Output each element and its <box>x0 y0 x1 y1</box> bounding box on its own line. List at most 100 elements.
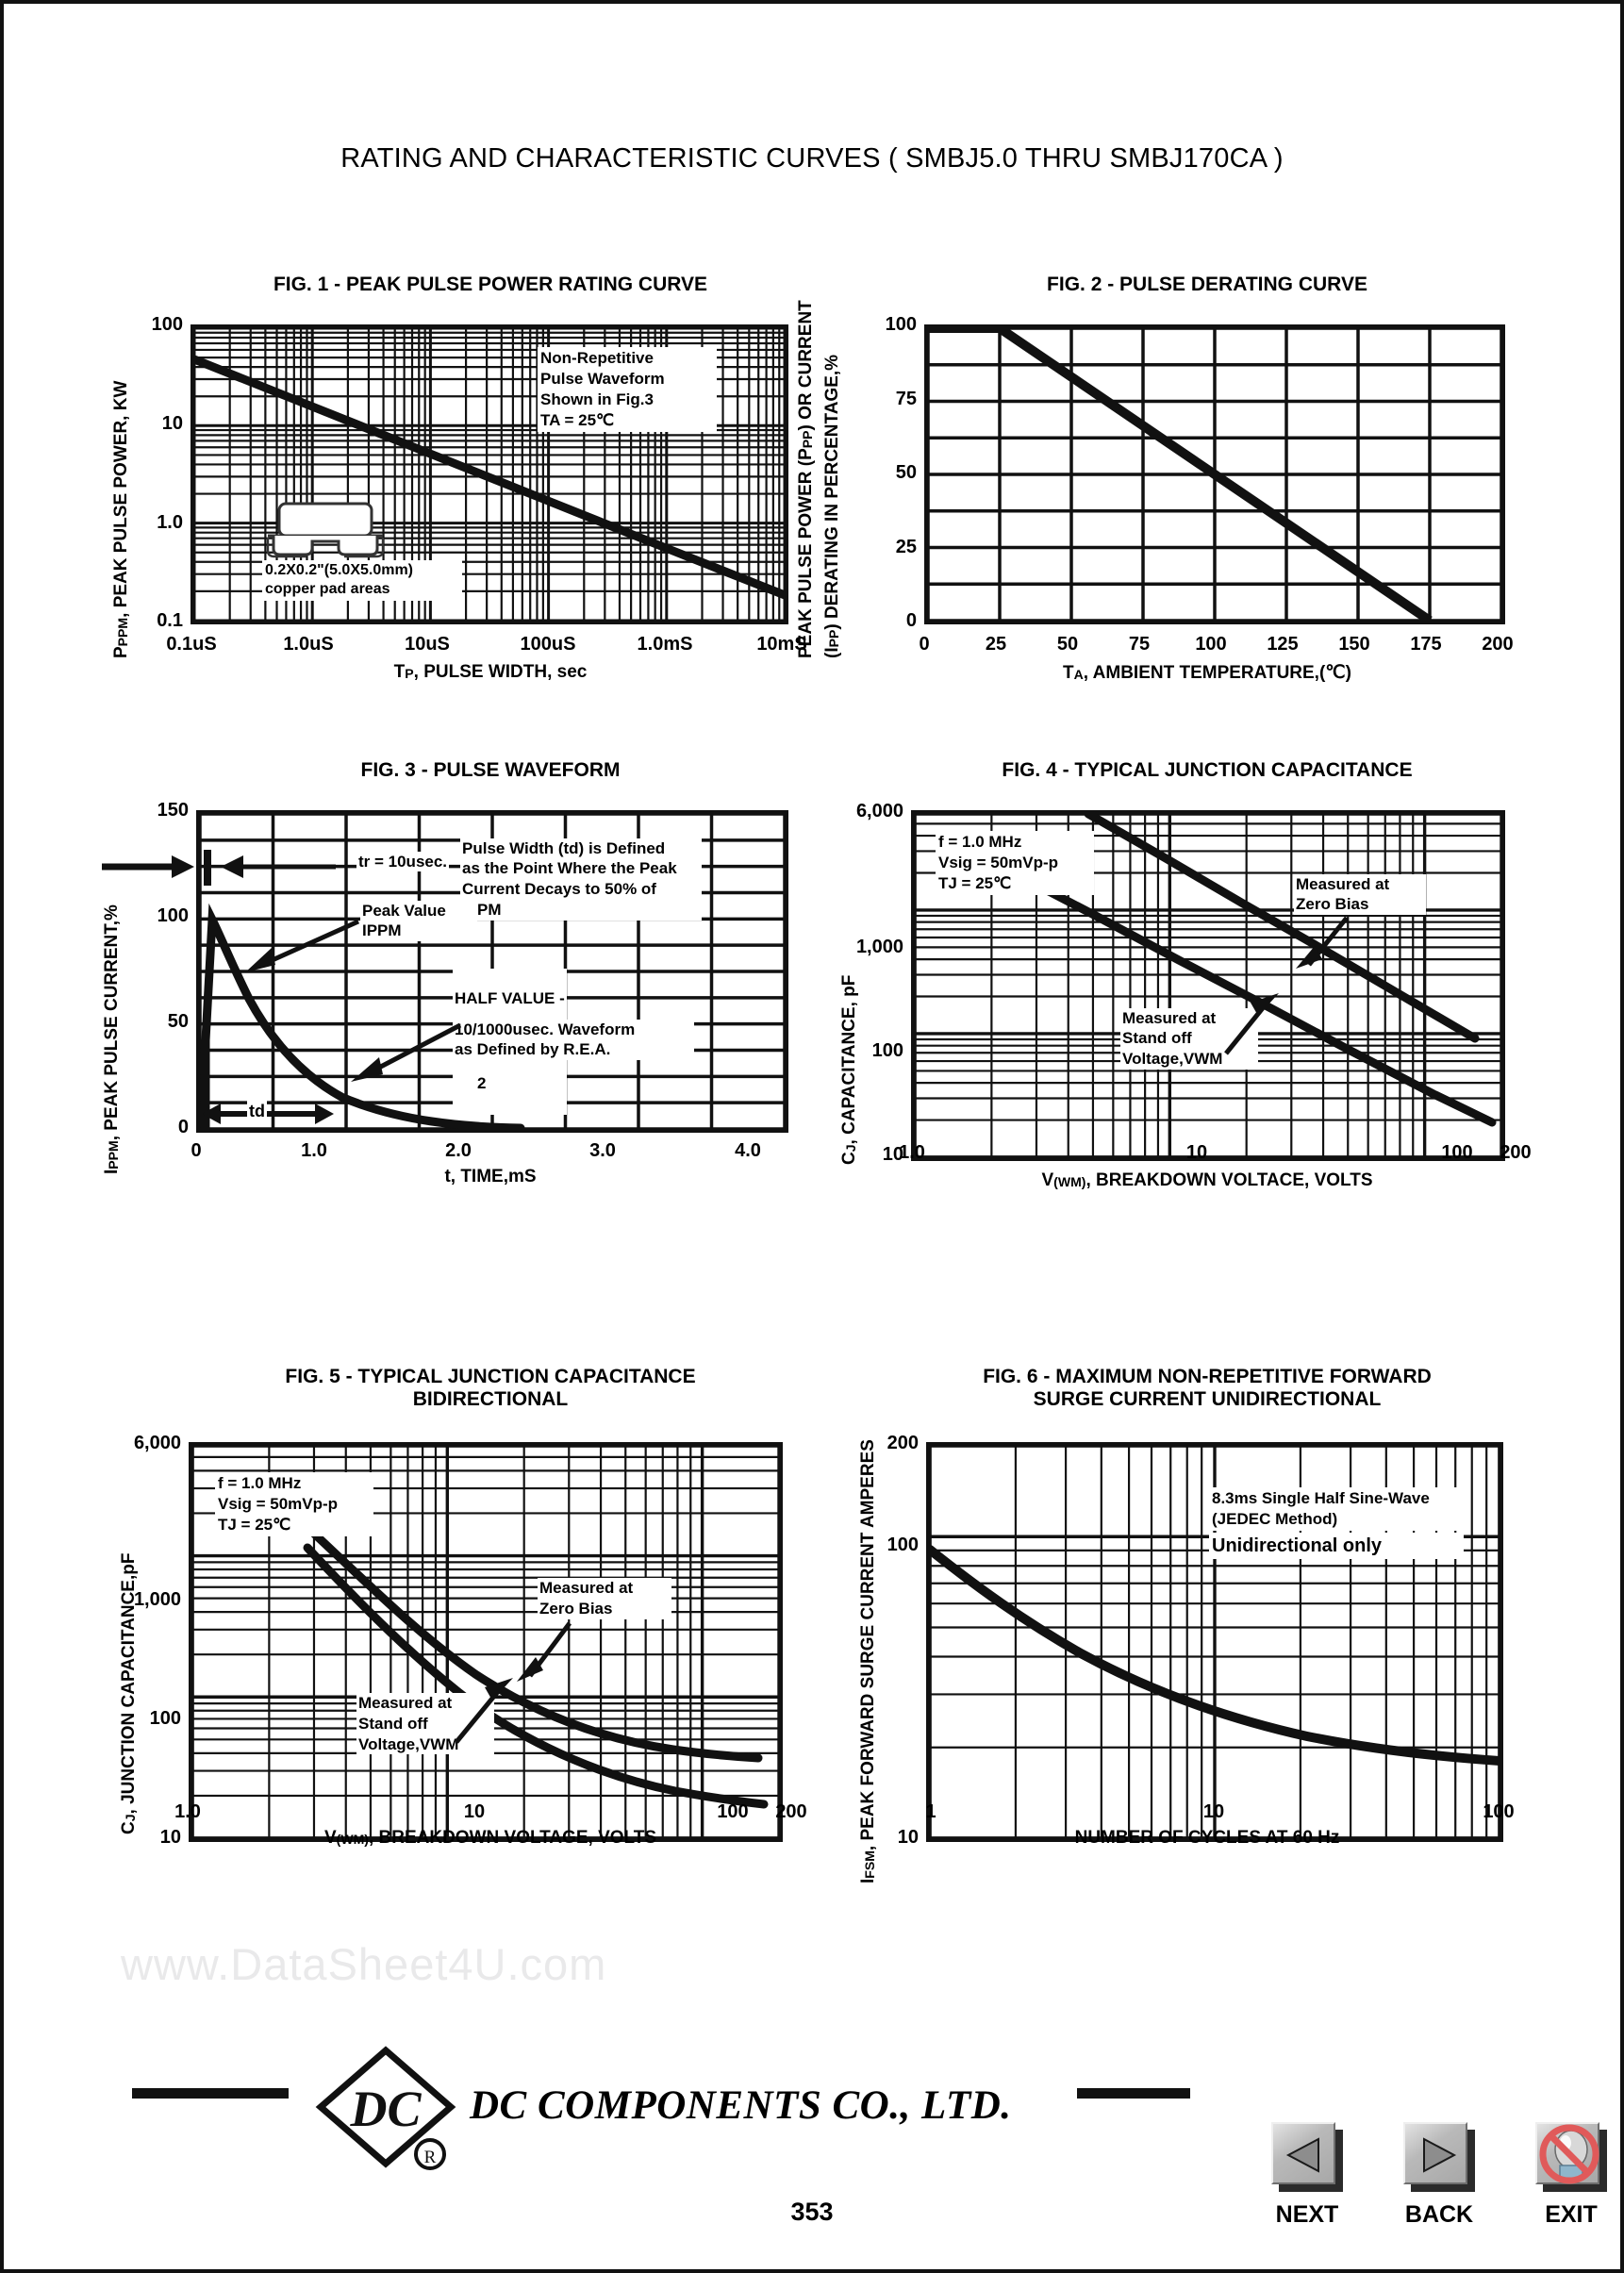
figure-3-ytick-2: 50 <box>167 1010 189 1032</box>
figure-3-annotation-peak: Peak Value IPPM <box>360 900 477 942</box>
figure-3-curve <box>201 903 525 1129</box>
figure-5-zero-bias-arrow <box>517 1621 572 1683</box>
figure-2-title: FIG. 2 - PULSE DERATING CURVE <box>1047 274 1367 295</box>
figure-1-ytick-1: 10 <box>161 412 183 434</box>
figure-2-ytick-2: 50 <box>895 461 917 483</box>
figure-6-curve <box>930 1545 1500 1767</box>
figure-5-ytick-3: 10 <box>159 1827 181 1849</box>
figure-6-xtick-2: 100 <box>1483 1801 1515 1822</box>
figure-3-x-axis-label: t, TIME,mS <box>444 1167 537 1186</box>
figure-5-curve-standoff <box>303 1543 769 1809</box>
exit-button-face[interactable] <box>1535 2122 1599 2184</box>
figure-1: FIG. 1 - PEAK PULSE POWER RATING CURVE P… <box>111 274 820 682</box>
company-logo: DC R <box>315 2046 456 2170</box>
figure-5-conditions: f = 1.0 MHz Vsig = 50mVp-p TJ = 25℃ <box>215 1472 373 1537</box>
figure-3-ytick-1: 100 <box>157 904 189 926</box>
footer-rule-right <box>1077 2088 1190 2099</box>
figure-2-ytick-3: 25 <box>895 536 917 557</box>
watermark: www.DataSheet4U.com <box>121 1939 607 1989</box>
footer-rule-left <box>132 2088 289 2099</box>
figure-4: FIG. 4 - TYPICAL JUNCTION CAPACITANCE CJ… <box>839 759 1537 1190</box>
figure-5-xtick-2: 100 <box>717 1801 749 1822</box>
company-name: DC COMPONENTS CO., LTD. <box>470 2083 1012 2128</box>
figure-3-annotation-waveform: 10/1000usec. Waveform as Defined by R.E.… <box>453 1019 694 1061</box>
figure-4-x-axis-label: V(WM), BREAKDOWN VOLTACE, VOLTS <box>1041 1170 1373 1190</box>
figure-1-xtick-1: 1.0uS <box>283 634 334 655</box>
figure-3-xtick-3: 3.0 <box>589 1140 616 1161</box>
figure-2-xtick-2: 50 <box>1056 634 1079 655</box>
figure-4-title: FIG. 4 - TYPICAL JUNCTION CAPACITANCE <box>1002 759 1413 781</box>
figure-4-y-axis-label: CJ, CAPACITANCE, pF <box>839 974 859 1165</box>
figure-2-xtick-0: 0 <box>919 634 930 655</box>
figure-3-xtick-4: 4.0 <box>735 1140 761 1161</box>
figure-1-annotation-2: 0.2X0.2"(5.0X5.0mm) copper pad areas <box>262 559 462 602</box>
figure-4-xtick-2: 100 <box>1441 1142 1473 1163</box>
figure-3-peak-arrow <box>245 919 360 972</box>
figure-6-ytick-0: 200 <box>887 1433 919 1454</box>
arrow-left-icon <box>1285 2137 1319 2173</box>
figure-1-xtick-0: 0.1uS <box>166 634 217 655</box>
figure-3-xtick-1: 1.0 <box>301 1140 327 1161</box>
figure-4-xtick-1: 10 <box>1185 1142 1208 1163</box>
figure-2-xtick-8: 200 <box>1482 634 1514 655</box>
back-button-face[interactable] <box>1403 2122 1467 2184</box>
figure-6-annotation-2: Unidirectional only <box>1209 1533 1464 1560</box>
page-title: RATING AND CHARACTERISTIC CURVES ( SMBJ5… <box>340 143 1284 174</box>
no-lightbulb-icon <box>1539 2124 1599 2184</box>
figure-4-conditions: f = 1.0 MHz Vsig = 50mVp-p TJ = 25℃ <box>936 830 1094 895</box>
figure-1-ytick-0: 100 <box>151 313 183 335</box>
footer: DC R DC COMPONENTS CO., LTD. NEXT BACK <box>0 2037 1624 2273</box>
page-border-left <box>0 0 4 2273</box>
figure-2-xtick-4: 100 <box>1195 634 1227 655</box>
figure-6-x-axis-label: NUMBER OF CYCLES AT 60 Hz <box>1074 1828 1340 1848</box>
figure-4-ytick-2: 100 <box>871 1039 903 1061</box>
figure-5-ytick-1: 1,000 <box>133 1589 181 1611</box>
figure-3-xtick-0: 0 <box>191 1140 202 1161</box>
figure-3-tr-marker <box>102 849 336 886</box>
figure-2-xtick-5: 125 <box>1267 634 1299 655</box>
figure-3-annotation-pulsewidth: Pulse Width (td) is Defined as the Point… <box>460 838 702 921</box>
figure-3-td-marker <box>202 1103 334 1124</box>
figure-6: FIG. 6 - MAXIMUM NON-REPETITIVE FORWARD … <box>858 1366 1537 1883</box>
figure-6-title: FIG. 6 - MAXIMUM NON-REPETITIVE FORWARD … <box>983 1366 1432 1410</box>
exit-button-label: EXIT <box>1545 2201 1598 2228</box>
figure-6-ytick-1: 100 <box>887 1535 919 1556</box>
next-button[interactable]: NEXT <box>1271 2122 1343 2228</box>
figure-5-xtick-0: 1.0 <box>174 1801 201 1822</box>
figure-3-annotation-td: td <box>247 1100 267 1122</box>
exit-button[interactable]: EXIT <box>1535 2122 1607 2228</box>
figure-6-y-axis-label: IFSM, PEAK FORWARD SURGE CURRENT AMPERES <box>858 1439 878 1884</box>
figure-5-ytick-0: 6,000 <box>133 1433 181 1454</box>
next-button-label: NEXT <box>1275 2201 1339 2228</box>
back-button-label: BACK <box>1404 2201 1474 2228</box>
figure-5-curve-zero-bias <box>308 1528 763 1763</box>
figure-4-ytick-1: 1,000 <box>855 936 903 957</box>
figure-4-ytick-0: 6,000 <box>855 800 903 821</box>
figure-5-annotation-zero-bias: Measured at Zero Bias <box>538 1578 671 1619</box>
figure-2-ytick-0: 100 <box>885 313 917 335</box>
figure-1-xtick-5: 10mS <box>756 634 807 655</box>
figure-6-ytick-2: 10 <box>897 1827 919 1849</box>
figure-5: FIG. 5 - TYPICAL JUNCTION CAPACITANCE BI… <box>119 1366 820 1848</box>
figure-3-y-axis-label: IPPM, PEAK PULSE CURRENT,% <box>102 904 122 1174</box>
figure-4-curve-zero-bias <box>1084 813 1480 1043</box>
figure-4-standoff-arrow <box>1224 992 1279 1055</box>
figure-2-x-axis-label: TA, AMBIENT TEMPERATURE,(℃) <box>1063 663 1351 683</box>
figure-4-xtick-3: 200 <box>1500 1142 1532 1163</box>
figure-3-xtick-2: 2.0 <box>445 1140 472 1161</box>
figure-2-xtick-7: 175 <box>1410 634 1442 655</box>
back-button[interactable]: BACK <box>1403 2122 1475 2228</box>
figure-5-xtick-3: 200 <box>775 1801 807 1822</box>
figure-6-annotation: 8.3ms Single Half Sine-Wave (JEDEC Metho… <box>1209 1487 1464 1532</box>
figure-3: FIG. 3 - PULSE WAVEFORM IPPM, PEAK PULSE… <box>102 759 820 1186</box>
figure-3-waveform-arrow <box>351 1022 462 1082</box>
page-border-right <box>1620 0 1624 2273</box>
figure-3-title: FIG. 3 - PULSE WAVEFORM <box>360 759 621 781</box>
svg-text:DC: DC <box>349 2081 422 2137</box>
figure-1-package-icon <box>266 502 385 557</box>
figure-1-title: FIG. 1 - PEAK PULSE POWER RATING CURVE <box>273 274 708 295</box>
next-button-face[interactable] <box>1271 2122 1335 2184</box>
figure-5-xtick-1: 10 <box>463 1801 486 1822</box>
figure-4-annotation-standoff: Measured at Stand off Voltage,VWM <box>1120 1007 1258 1070</box>
page-number: 353 <box>790 2198 834 2226</box>
